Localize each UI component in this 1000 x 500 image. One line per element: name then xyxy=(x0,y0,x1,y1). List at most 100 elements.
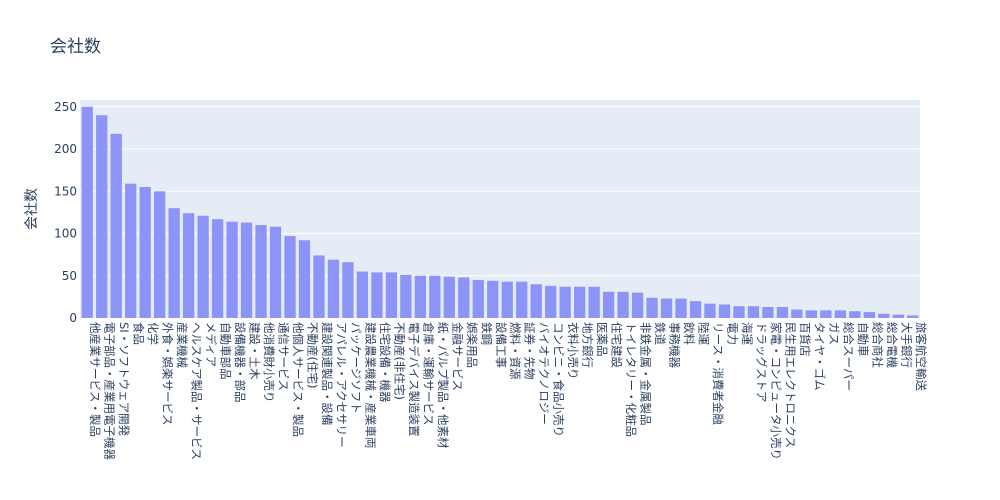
bar xyxy=(327,259,340,318)
bar xyxy=(878,313,890,318)
x-tick-label: 他消費財小売り xyxy=(262,322,276,403)
bar xyxy=(269,226,282,318)
x-tick-label: 住宅建設 xyxy=(610,322,624,368)
bar xyxy=(892,314,904,318)
bar xyxy=(501,281,513,318)
bar xyxy=(805,310,818,318)
bar xyxy=(356,271,369,318)
x-tick-label: SI・ソフトウェア開発 xyxy=(117,322,131,437)
x-tick-label: 飲料 xyxy=(682,322,696,345)
bar xyxy=(240,222,253,318)
bar xyxy=(849,311,861,318)
x-tick-label: 住宅設備・機器 xyxy=(378,322,392,403)
x-tick-label: 電力 xyxy=(725,322,739,345)
bar xyxy=(255,225,267,318)
bar xyxy=(81,106,93,318)
y-axis-title: 会社数 xyxy=(24,188,40,230)
bar xyxy=(443,276,455,318)
x-tick-label: タイヤ・ゴム xyxy=(812,322,826,391)
bar xyxy=(834,310,846,318)
bar xyxy=(371,272,383,318)
x-tick-label: 百貨店 xyxy=(798,322,812,357)
x-tick-label: 証券・先物 xyxy=(523,322,537,380)
x-tick-label: 外食・娯楽サービス xyxy=(161,322,175,426)
bar xyxy=(168,208,180,318)
bar xyxy=(660,298,673,318)
bar xyxy=(776,307,789,318)
bar xyxy=(298,240,311,318)
x-tick-label: 大手銀行 xyxy=(899,322,913,368)
bar xyxy=(342,262,354,318)
y-tick-label: 50 xyxy=(62,269,77,283)
x-tick-label: リース・消費者金融 xyxy=(711,322,725,425)
x-tick-label: 自動車部品 xyxy=(219,322,233,380)
x-tick-label: ヘルスケア製品・サービス xyxy=(190,322,204,460)
x-tick-label: 建設農業機械・産業車両 xyxy=(363,322,377,449)
bar xyxy=(820,310,832,318)
bar xyxy=(96,115,108,318)
bar xyxy=(559,286,571,318)
y-tick-label: 250 xyxy=(54,100,77,114)
bar xyxy=(487,280,499,318)
bar xyxy=(211,219,224,318)
x-tick-label: 通信サービス xyxy=(277,322,291,391)
x-tick-label: 陸運 xyxy=(697,322,711,345)
x-tick-label: 他産業サービス・製品 xyxy=(88,322,102,437)
bar xyxy=(791,309,803,318)
bar xyxy=(545,285,557,318)
x-tick-label: ドラッグストア xyxy=(754,322,768,403)
x-tick-label: 家電・コンピュータ小売り xyxy=(769,322,783,460)
bar xyxy=(472,279,484,318)
bar xyxy=(385,272,398,318)
bar xyxy=(602,291,615,318)
x-tick-label: 不動産(非住宅) xyxy=(392,322,406,400)
bar xyxy=(747,306,760,318)
x-tick-label: 倉庫・運輸サービス xyxy=(421,322,435,426)
x-tick-label: 総合スーパー xyxy=(841,322,855,391)
x-tick-label: 衣料小売り xyxy=(566,322,580,380)
x-tick-label: 事務機器 xyxy=(668,322,682,368)
bar xyxy=(631,292,644,318)
bar xyxy=(125,183,137,318)
y-tick-label: 0 xyxy=(69,311,77,325)
x-tick-label: 自動車 xyxy=(856,322,870,357)
x-tick-label: 紙・パルプ製品・他素材 xyxy=(436,322,450,449)
x-tick-label: 建設関連製品・設備 xyxy=(320,322,334,426)
bar xyxy=(733,306,745,318)
bar xyxy=(530,284,542,318)
bar xyxy=(588,286,600,318)
bar xyxy=(226,221,238,318)
bar xyxy=(110,133,122,318)
x-tick-label: 総合商社 xyxy=(870,322,884,368)
x-tick-label: 他個人サービス・製品 xyxy=(291,322,305,437)
x-tick-label: 総合電機 xyxy=(885,322,899,368)
bar xyxy=(704,303,716,318)
bar xyxy=(718,304,731,318)
x-tick-label: 医薬品 xyxy=(595,322,609,357)
x-tick-label: 地方銀行 xyxy=(581,322,595,368)
bar xyxy=(646,297,658,318)
x-tick-label: バイオテクノロジー xyxy=(537,322,551,425)
x-tick-label: 産業機械 xyxy=(175,322,189,368)
x-tick-label: 電子部品・産業用電子機器 xyxy=(103,322,117,460)
y-tick-label: 200 xyxy=(54,142,77,156)
x-tick-label: 設備機器・部品 xyxy=(233,322,247,403)
y-tick-label: 100 xyxy=(54,227,77,241)
x-tick-label: 鉄道 xyxy=(653,322,667,345)
bar xyxy=(617,291,629,318)
x-tick-label: アパレル・アクセサリー xyxy=(334,322,348,448)
bar xyxy=(762,307,774,318)
x-tick-label: 非鉄金属・金属製品 xyxy=(639,322,653,426)
x-tick-label: 電子デバイス製造装置 xyxy=(407,322,421,437)
bar xyxy=(516,281,528,318)
x-tick-label: 不動産(住宅) xyxy=(305,322,319,388)
bar xyxy=(284,236,296,318)
bar xyxy=(675,298,687,318)
bar xyxy=(414,275,426,318)
bar xyxy=(139,187,151,318)
bar xyxy=(429,275,441,318)
bar xyxy=(689,301,702,318)
x-tick-label: トイレタリー・化粧品 xyxy=(624,322,638,437)
bar xyxy=(313,255,325,318)
